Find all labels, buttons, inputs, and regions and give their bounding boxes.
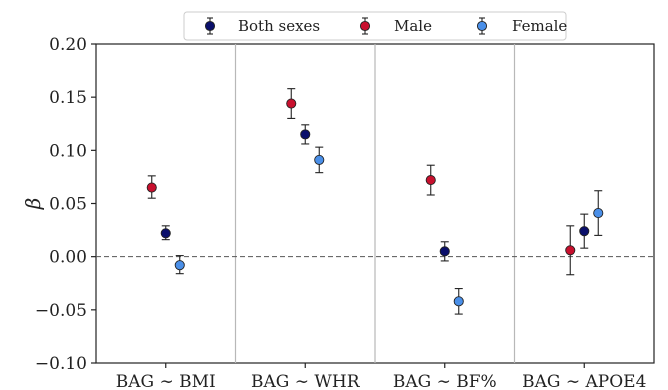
legend-box: [183, 11, 567, 41]
data-point: [174, 260, 185, 271]
x-tick-label: BAG ∼ BMI: [116, 372, 216, 390]
legend: Both sexes Male Female: [183, 11, 567, 41]
data-point: [425, 175, 436, 186]
legend-marker: [359, 20, 371, 32]
series-layer: [146, 88, 604, 315]
data-point: [300, 129, 311, 140]
data-point: [160, 228, 171, 239]
data-point: [314, 154, 325, 165]
x-axis: BAG ∼ BMI BAG ∼ WHR BAG ∼ BF% BAG ∼ APOE4: [116, 363, 646, 390]
legend-label: Both sexes: [238, 17, 320, 35]
y-tick-label: −0.10: [35, 354, 87, 374]
y-tick-label: 0.05: [49, 195, 87, 215]
series-male: [146, 88, 576, 276]
y-tick-label: 0.15: [49, 88, 87, 108]
legend-item: Female: [476, 17, 567, 35]
series-both-sexes: [160, 124, 590, 262]
data-point: [593, 208, 604, 219]
legend-item: Male: [359, 17, 432, 35]
series-female: [174, 146, 604, 315]
legend-item: Both sexes: [204, 17, 320, 35]
y-tick-label: 0.10: [49, 141, 87, 161]
data-point: [439, 246, 450, 257]
data-point: [565, 245, 576, 256]
legend-marker: [204, 20, 216, 32]
y-tick-label: −0.05: [35, 301, 87, 321]
data-point: [579, 226, 590, 237]
legend-label: Female: [512, 17, 567, 35]
category-separators: [234, 44, 516, 363]
legend-label: Male: [394, 17, 432, 35]
y-tick-label: 0.00: [49, 248, 87, 268]
data-point: [146, 182, 157, 193]
legend-marker: [476, 20, 488, 32]
x-tick-label: BAG ∼ APOE4: [522, 372, 646, 390]
x-tick-label: BAG ∼ WHR: [251, 372, 361, 390]
y-axis: −0.10 −0.05 0.00 0.05 0.10 0.15 0.20: [35, 35, 96, 374]
data-point: [286, 98, 297, 109]
data-point: [453, 296, 464, 307]
x-tick-label: BAG ∼ BF%: [393, 372, 497, 390]
y-tick-label: 0.20: [49, 35, 87, 55]
y-axis-label: β: [21, 198, 45, 211]
